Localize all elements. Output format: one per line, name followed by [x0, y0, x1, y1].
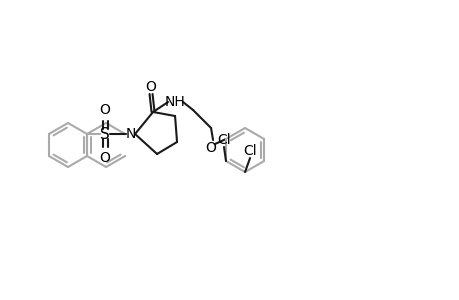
Text: NH: NH [164, 95, 185, 109]
Text: N: N [126, 127, 136, 141]
Text: O: O [146, 80, 156, 94]
Text: O: O [100, 151, 110, 165]
Text: O: O [100, 103, 110, 117]
Text: Cl: Cl [217, 133, 230, 147]
Text: O: O [205, 141, 216, 155]
Text: Cl: Cl [243, 144, 256, 158]
Text: S: S [100, 127, 110, 142]
